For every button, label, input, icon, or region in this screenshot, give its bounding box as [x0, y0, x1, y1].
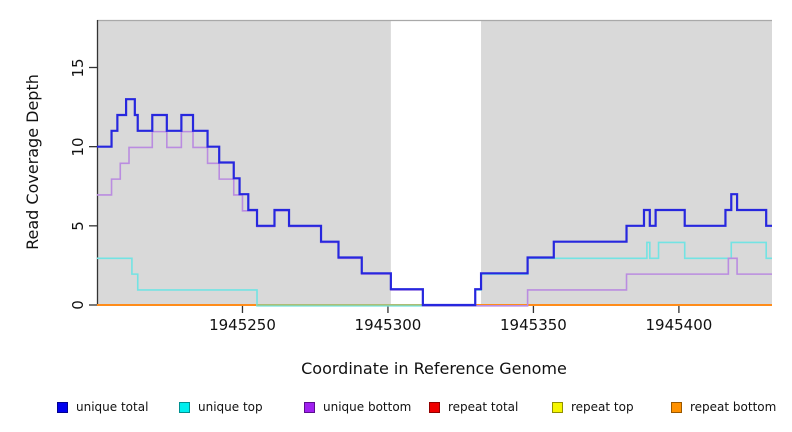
legend-label: repeat bottom: [690, 400, 777, 414]
legend-label: unique total: [76, 400, 149, 414]
unique-top-swatch-icon: [179, 401, 190, 413]
y-tick-label-5: 5: [69, 221, 87, 231]
series-unique-total-line: [97, 98, 772, 307]
repeat-total-swatch-icon: [429, 401, 440, 413]
legend-label: unique top: [198, 400, 263, 414]
y-tick-label-0: 0: [69, 300, 87, 310]
series-unique-top-line: [97, 241, 772, 307]
legend-item-repeat-bottom: repeat bottom: [671, 399, 776, 415]
x-tick-label-1945300: 1945300: [354, 316, 422, 334]
x-axis-title: Coordinate in Reference Genome: [301, 359, 567, 378]
legend-item-unique-bottom: unique bottom: [304, 399, 411, 415]
y-tick-label-15: 15: [69, 57, 87, 78]
unique-total-swatch-icon: [57, 401, 68, 413]
x-tick-label-1945400: 1945400: [645, 316, 713, 334]
x-tick-label-1945250: 1945250: [209, 316, 276, 334]
legend-item-unique-top: unique top: [179, 399, 263, 415]
repeat-bottom-swatch-icon: [671, 401, 682, 413]
y-axis-title: Read Coverage Depth: [23, 74, 42, 250]
legend-label: repeat total: [448, 400, 519, 414]
legend-item-repeat-top: repeat top: [552, 399, 634, 415]
unique-bottom-swatch-icon: [304, 401, 315, 413]
legend-label: unique bottom: [323, 400, 412, 414]
repeat-top-swatch-icon: [552, 401, 563, 413]
shaded-band-1: [97, 20, 391, 305]
legend-item-repeat-total: repeat total: [429, 399, 518, 415]
legend-label: repeat top: [571, 400, 634, 414]
y-tick-label-10: 10: [69, 137, 87, 157]
legend-item-unique-total: unique total: [57, 399, 148, 415]
x-tick-label-1945350: 1945350: [500, 316, 567, 334]
